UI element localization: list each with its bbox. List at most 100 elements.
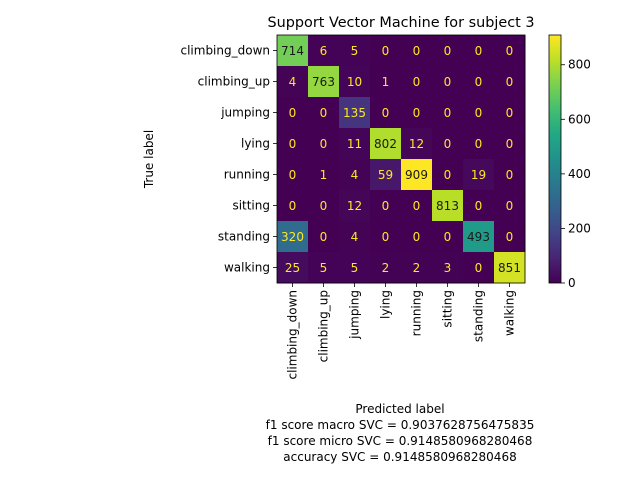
colorbar-tick-label: 400: [568, 167, 591, 181]
colorbar-tick-label: 200: [568, 221, 591, 235]
heatmap-cell: [277, 190, 309, 222]
heatmap-cell: [370, 190, 402, 222]
heatmap-cell: [277, 221, 309, 253]
cell-value-label: 0: [506, 75, 514, 89]
cell-value-label: 0: [444, 75, 452, 89]
cell-value-label: 714: [281, 44, 304, 58]
heatmap-cell: [370, 35, 402, 67]
heatmap-cell: [277, 252, 309, 284]
cell-value-label: 0: [320, 199, 328, 213]
heatmap-cell: [339, 97, 371, 129]
heatmap-cell: [339, 159, 371, 191]
heatmap-cell: [308, 35, 340, 67]
heatmap-cell: [308, 66, 340, 98]
heatmap-cell: [432, 190, 464, 222]
heatmap-cell: [463, 128, 495, 160]
cell-value-label: 0: [475, 75, 483, 89]
cell-value-label: 10: [347, 75, 362, 89]
cell-value-label: 813: [436, 199, 459, 213]
x-tick-label: standing: [472, 290, 486, 342]
cell-value-label: 0: [506, 137, 514, 151]
heatmap-cell: [463, 221, 495, 253]
colorbar-tick-label: 0: [568, 276, 576, 290]
heatmap-cell-labels: 714 6 5 0 0 0 0 04 763 10 1 0 0 0 00 0 135 0 0 0 0 00 0 11 802 12…: [281, 44, 521, 275]
heatmap-cell: [339, 190, 371, 222]
heatmap-cell: [432, 35, 464, 67]
metric-line: accuracy SVC = 0.9148580968280468: [283, 450, 516, 464]
cell-value-label: 5: [351, 44, 359, 58]
heatmap-cell: [277, 159, 309, 191]
heatmap-cell: [370, 159, 402, 191]
colorbar-tick-label: 600: [568, 112, 591, 126]
colorbar-tick-label: 800: [568, 58, 591, 72]
cell-value-label: 0: [413, 44, 421, 58]
cell-value-label: 0: [320, 106, 328, 120]
x-tick-label: lying: [379, 290, 393, 319]
cell-value-label: 0: [506, 168, 514, 182]
cell-value-label: 0: [413, 106, 421, 120]
heatmap-cell: [463, 252, 495, 284]
cell-value-label: 5: [320, 261, 328, 275]
cell-value-label: 0: [413, 199, 421, 213]
cell-value-label: 0: [506, 106, 514, 120]
heatmap-cell: [339, 66, 371, 98]
heatmap-cell: [432, 66, 464, 98]
metric-line: f1 score macro SVC = 0.9037628756475835: [266, 418, 535, 432]
cell-value-label: 0: [289, 199, 297, 213]
colorbar: [548, 34, 562, 284]
cell-value-label: 6: [320, 44, 328, 58]
cell-value-label: 1: [320, 168, 328, 182]
cell-value-label: 0: [506, 230, 514, 244]
cell-value-label: 12: [347, 199, 362, 213]
y-tick-label: sitting: [232, 199, 270, 213]
cell-value-label: 0: [475, 106, 483, 120]
heatmap-cell: [494, 252, 526, 284]
cell-value-label: 0: [444, 230, 452, 244]
heatmap-cell: [494, 190, 526, 222]
heatmap-cell: [401, 252, 433, 284]
cell-value-label: 4: [351, 230, 359, 244]
cell-value-label: 3: [444, 261, 452, 275]
heatmap-cell: [401, 221, 433, 253]
cell-value-label: 0: [382, 44, 390, 58]
cell-value-label: 851: [498, 261, 521, 275]
heatmap-cell: [401, 159, 433, 191]
cell-value-label: 25: [285, 261, 300, 275]
heatmap-cells: [277, 35, 526, 284]
heatmap-cell: [494, 35, 526, 67]
cell-value-label: 0: [413, 75, 421, 89]
heatmap-cell: [308, 159, 340, 191]
cell-value-label: 2: [413, 261, 421, 275]
cell-value-label: 0: [382, 230, 390, 244]
cell-value-label: 0: [475, 137, 483, 151]
cell-value-label: 0: [320, 230, 328, 244]
cell-value-label: 2: [382, 261, 390, 275]
cell-value-label: 0: [444, 44, 452, 58]
cell-value-label: 0: [382, 199, 390, 213]
heatmap-cell: [277, 97, 309, 129]
heatmap-cell: [339, 128, 371, 160]
heatmap-cell: [463, 35, 495, 67]
cell-value-label: 1: [382, 75, 390, 89]
heatmap-cell: [432, 159, 464, 191]
heatmap-cell: [339, 252, 371, 284]
x-tick-label: running: [410, 290, 424, 336]
y-tick-label: standing: [218, 230, 270, 244]
metrics-footer: f1 score macro SVC = 0.9037628756475835 f…: [266, 418, 535, 464]
heatmap-cell: [308, 128, 340, 160]
heatmap-cell: [494, 221, 526, 253]
heatmap-cell: [339, 221, 371, 253]
heatmap-cell: [401, 190, 433, 222]
heatmap-cell: [401, 35, 433, 67]
heatmap-cell: [370, 128, 402, 160]
cell-value-label: 493: [467, 230, 490, 244]
heatmap-frame: [276, 34, 526, 284]
cell-value-label: 0: [506, 199, 514, 213]
heatmap-cell: [370, 97, 402, 129]
cell-value-label: 19: [471, 168, 486, 182]
x-axis-label: Predicted label: [355, 402, 444, 416]
y-tick-label: jumping: [220, 106, 270, 120]
cell-value-label: 5: [351, 261, 359, 275]
heatmap-cell: [432, 97, 464, 129]
